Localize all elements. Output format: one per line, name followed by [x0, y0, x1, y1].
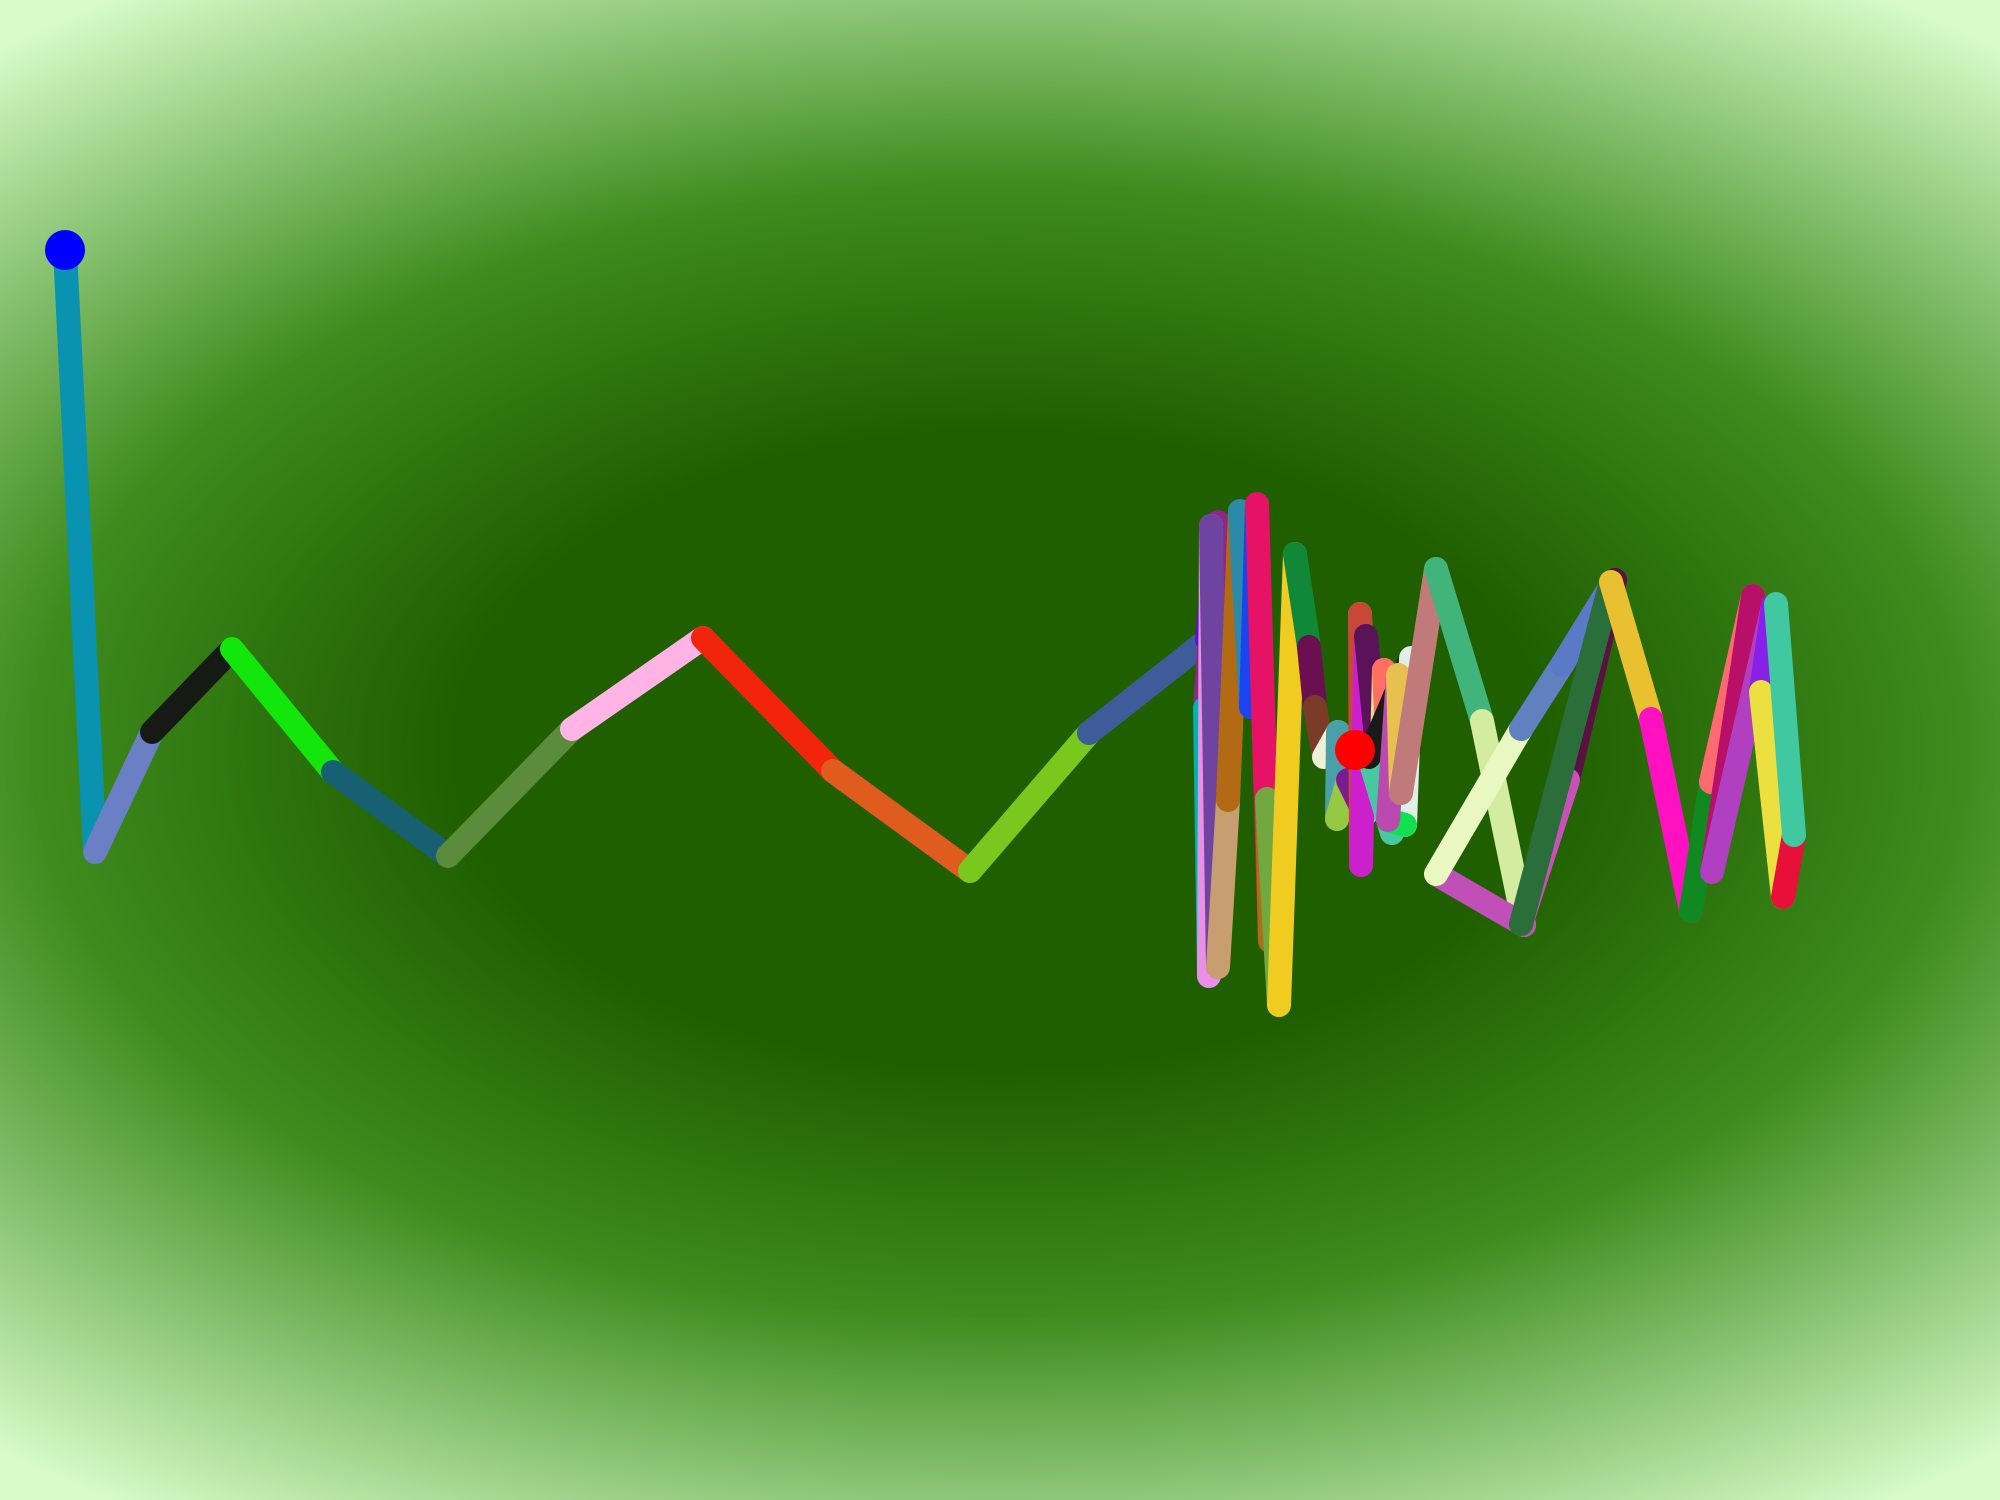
path-segment	[1283, 542, 1321, 659]
path-segment	[1509, 570, 1623, 936]
path-segment	[1267, 542, 1307, 1017]
path-segment	[53, 238, 107, 864]
path-segment	[83, 720, 164, 864]
path-segment	[321, 760, 460, 868]
path-segment	[1599, 570, 1663, 731]
path-segment	[958, 721, 1101, 883]
path-segment	[1077, 628, 1219, 745]
path-segments	[53, 238, 1806, 1017]
path-segment	[140, 637, 244, 744]
path-segment	[1470, 709, 1536, 937]
path-segment	[1424, 717, 1533, 886]
path-segment	[1679, 770, 1723, 923]
path-segment	[220, 637, 345, 784]
path-segment	[1206, 788, 1240, 979]
path-segment	[1389, 557, 1448, 805]
path-segment	[691, 626, 845, 783]
end-point-marker	[1335, 730, 1375, 770]
path-segment	[1424, 557, 1494, 733]
path-segment	[1764, 592, 1806, 847]
path-segment	[1509, 653, 1574, 741]
path-segment	[1424, 862, 1536, 937]
path-segment	[436, 717, 584, 868]
path-segment	[560, 626, 715, 741]
path-segment	[821, 759, 982, 883]
start-point-marker	[45, 230, 85, 270]
